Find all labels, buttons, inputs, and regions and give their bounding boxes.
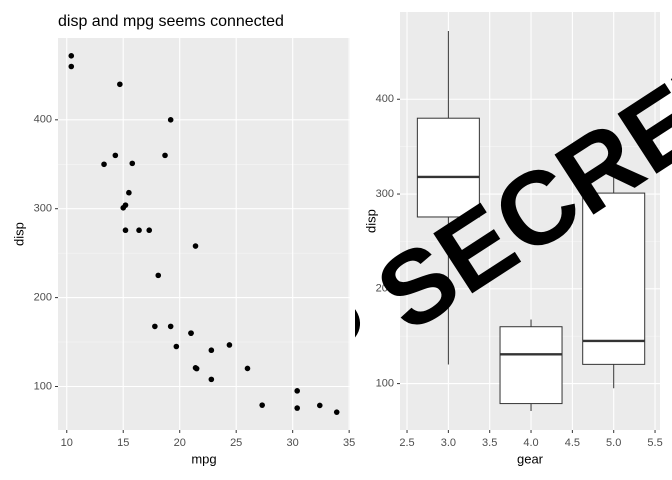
point	[152, 323, 158, 330]
point	[192, 365, 199, 371]
point	[101, 161, 107, 168]
x-axis-title: gear	[517, 451, 544, 466]
point	[155, 272, 162, 279]
x-tick-label: 25	[230, 437, 242, 449]
point	[259, 402, 265, 408]
point	[136, 227, 142, 234]
point	[244, 365, 251, 372]
box	[499, 326, 563, 405]
x-tick-label: 30	[287, 437, 299, 449]
x-tick-label: 5.0	[606, 437, 621, 449]
point	[126, 189, 132, 196]
x-tick-label: 2.5	[399, 437, 414, 449]
point	[226, 342, 233, 348]
y-tick-label: 400	[34, 114, 52, 126]
point	[294, 388, 300, 394]
y-tick-label: 300	[34, 203, 52, 215]
y-tick-label: 100	[376, 378, 394, 390]
point	[146, 227, 153, 234]
y-tick-label: 300	[376, 188, 394, 200]
point	[120, 205, 127, 211]
point	[192, 243, 199, 249]
point	[173, 343, 180, 350]
box	[416, 117, 480, 218]
y-axis-title: disp	[11, 222, 26, 246]
y-tick-label: 200	[376, 283, 394, 295]
y-axis-title: disp	[363, 209, 378, 233]
x-tick-label: 20	[174, 437, 186, 449]
panel	[58, 38, 350, 430]
x-tick-label: 3.5	[482, 437, 497, 449]
point	[129, 160, 136, 167]
point	[122, 227, 129, 234]
point	[316, 402, 323, 409]
point	[188, 330, 194, 336]
box	[582, 192, 646, 365]
point	[117, 81, 123, 88]
y-tick-label: 400	[376, 93, 394, 105]
point	[112, 152, 119, 159]
y-tick-label: 200	[34, 292, 52, 304]
x-tick-label: 35	[343, 437, 355, 449]
point	[208, 347, 215, 354]
x-tick-label: 4.0	[523, 437, 538, 449]
point	[208, 376, 215, 383]
x-axis-title: mpg	[191, 451, 216, 466]
x-tick-label: 4.5	[565, 437, 580, 449]
x-tick-label: 3.0	[441, 437, 456, 449]
point	[162, 152, 168, 159]
point	[68, 63, 75, 70]
chart-title: disp and mpg seems connected	[58, 13, 284, 30]
y-tick-label: 100	[34, 380, 52, 392]
x-tick-label: 10	[61, 437, 73, 449]
point	[294, 405, 300, 411]
x-tick-label: 15	[117, 437, 129, 449]
point	[167, 323, 174, 330]
point	[333, 409, 340, 415]
x-tick-label: 5.5	[647, 437, 662, 449]
point	[68, 53, 75, 59]
point	[167, 117, 174, 123]
